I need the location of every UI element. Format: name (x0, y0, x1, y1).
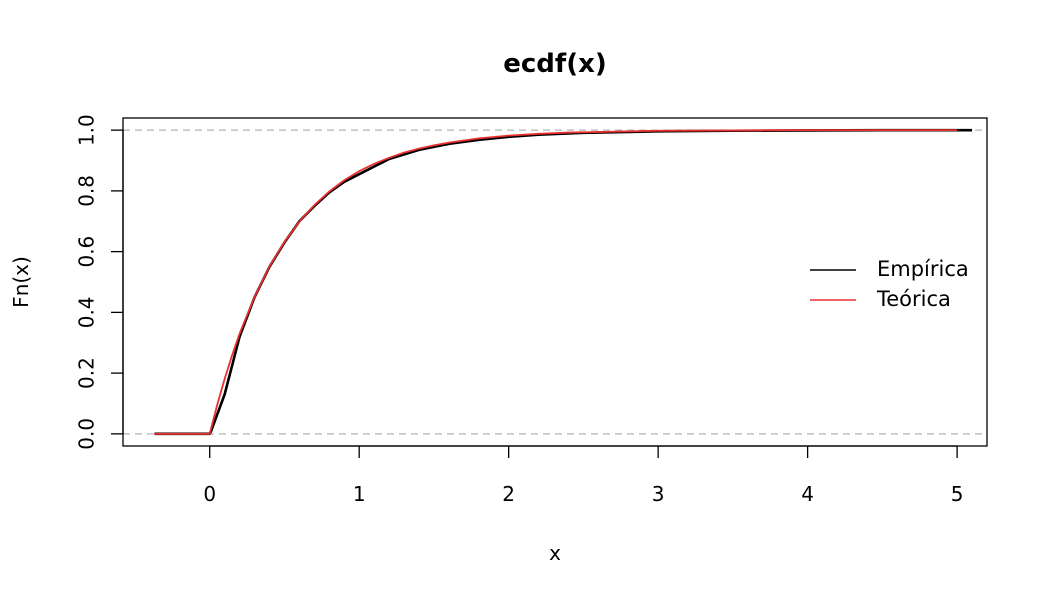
legend-label: Teórica (876, 287, 951, 311)
x-tick-label: 2 (502, 482, 515, 506)
reference-lines (123, 129, 987, 435)
x-tick-label: 0 (203, 482, 216, 506)
x-tick-label: 4 (801, 482, 814, 506)
x-tick-label: 1 (353, 482, 366, 506)
y-axis-label: Fn(x) (9, 256, 33, 308)
x-axis-label: x (549, 541, 561, 565)
legend: Empírica Teórica (810, 257, 969, 311)
series-layer (154, 128, 973, 436)
y-axis: 0.0 0.2 0.4 0.6 0.8 1.0 (75, 114, 124, 450)
chart-title: ecdf(x) (503, 49, 607, 79)
x-axis: 0 1 2 3 4 5 (203, 445, 964, 506)
y-tick-label: 0.4 (75, 296, 99, 328)
x-tick-label: 3 (652, 482, 665, 506)
series-line-empirica (154, 128, 973, 436)
legend-label: Empírica (877, 257, 969, 281)
series-line-teorica (154, 129, 958, 435)
y-tick-label: 0.2 (75, 357, 99, 389)
x-tick-label: 5 (951, 482, 964, 506)
y-tick-label: 0.0 (75, 418, 99, 450)
plot-frame (122, 117, 988, 447)
y-tick-label: 0.8 (75, 175, 99, 207)
y-tick-label: 1.0 (75, 114, 99, 146)
y-tick-label: 0.6 (75, 236, 99, 268)
